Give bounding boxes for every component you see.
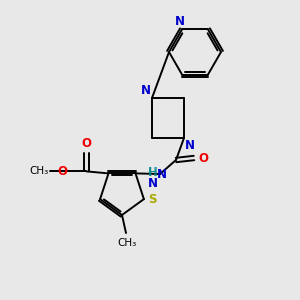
Text: N: N — [185, 139, 195, 152]
Text: N: N — [141, 84, 151, 97]
Text: N: N — [175, 16, 185, 28]
Text: S: S — [148, 193, 156, 206]
Text: O: O — [58, 165, 68, 178]
Text: H: H — [149, 167, 158, 179]
Text: O: O — [82, 137, 92, 150]
Text: CH₃: CH₃ — [117, 238, 136, 248]
Text: H: H — [148, 166, 157, 178]
Text: CH₃: CH₃ — [29, 167, 49, 176]
Text: O: O — [198, 152, 208, 164]
Text: N: N — [148, 177, 158, 190]
Text: N: N — [157, 167, 167, 181]
